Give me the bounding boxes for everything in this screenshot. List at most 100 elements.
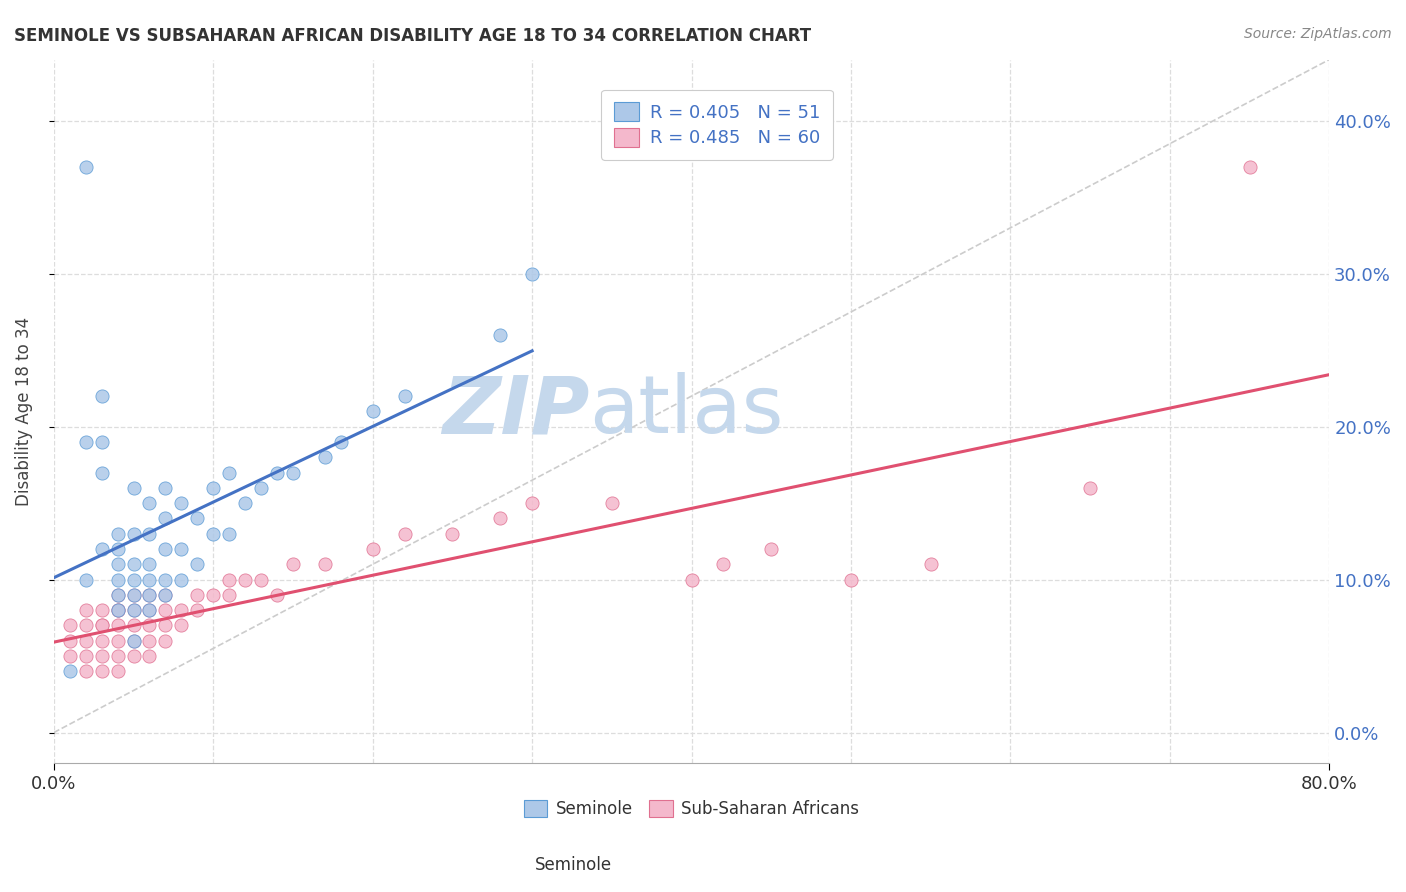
Point xyxy=(218,573,240,587)
Point xyxy=(138,573,160,587)
Point xyxy=(155,541,177,556)
Point xyxy=(489,511,512,525)
Point xyxy=(489,327,512,342)
Point xyxy=(761,541,783,556)
Point xyxy=(90,466,112,480)
Point xyxy=(170,541,193,556)
Point xyxy=(314,558,336,572)
Point xyxy=(122,603,145,617)
Point xyxy=(75,573,97,587)
Point xyxy=(122,633,145,648)
Point xyxy=(155,511,177,525)
Point xyxy=(75,633,97,648)
Point xyxy=(90,633,112,648)
Point xyxy=(281,466,304,480)
Point xyxy=(520,496,543,510)
Point xyxy=(138,603,160,617)
Point xyxy=(186,511,208,525)
Point xyxy=(202,588,225,602)
Point xyxy=(75,649,97,664)
Point xyxy=(170,618,193,632)
Point xyxy=(170,573,193,587)
Point xyxy=(155,573,177,587)
Point xyxy=(361,404,384,418)
Point xyxy=(90,389,112,403)
Point xyxy=(59,649,82,664)
Point xyxy=(394,526,416,541)
Point xyxy=(122,588,145,602)
Point xyxy=(920,558,942,572)
Point xyxy=(170,603,193,617)
Point xyxy=(107,618,129,632)
Point xyxy=(186,588,208,602)
Point xyxy=(107,649,129,664)
Point xyxy=(90,649,112,664)
Point xyxy=(75,618,97,632)
Point xyxy=(138,633,160,648)
Point xyxy=(90,434,112,449)
Point xyxy=(218,466,240,480)
Point xyxy=(186,558,208,572)
Point xyxy=(839,573,862,587)
Point xyxy=(218,526,240,541)
Point xyxy=(394,389,416,403)
Point xyxy=(138,618,160,632)
Point xyxy=(233,573,256,587)
Point xyxy=(107,558,129,572)
Point xyxy=(90,665,112,679)
Point xyxy=(713,558,735,572)
Point xyxy=(59,665,82,679)
Point xyxy=(218,588,240,602)
Point xyxy=(1078,481,1101,495)
Point xyxy=(122,573,145,587)
Point xyxy=(107,603,129,617)
Point xyxy=(138,526,160,541)
Point xyxy=(75,434,97,449)
Point xyxy=(75,160,97,174)
Point xyxy=(122,526,145,541)
Point xyxy=(107,588,129,602)
Point xyxy=(138,558,160,572)
Point xyxy=(59,618,82,632)
Point xyxy=(90,618,112,632)
Point xyxy=(107,633,129,648)
Text: Source: ZipAtlas.com: Source: ZipAtlas.com xyxy=(1244,27,1392,41)
Point xyxy=(441,526,464,541)
Point xyxy=(186,603,208,617)
Point xyxy=(266,466,288,480)
Point xyxy=(281,558,304,572)
Point xyxy=(90,541,112,556)
Point xyxy=(107,573,129,587)
Point xyxy=(59,633,82,648)
Point xyxy=(202,481,225,495)
Point xyxy=(202,526,225,541)
Point xyxy=(155,633,177,648)
Legend: Seminole, Sub-Saharan Africans: Seminole, Sub-Saharan Africans xyxy=(517,794,866,825)
Y-axis label: Disability Age 18 to 34: Disability Age 18 to 34 xyxy=(15,317,32,506)
Text: SEMINOLE VS SUBSAHARAN AFRICAN DISABILITY AGE 18 TO 34 CORRELATION CHART: SEMINOLE VS SUBSAHARAN AFRICAN DISABILIT… xyxy=(14,27,811,45)
Point xyxy=(155,618,177,632)
Point xyxy=(107,603,129,617)
Point xyxy=(90,618,112,632)
Point xyxy=(155,603,177,617)
Point xyxy=(314,450,336,465)
Point xyxy=(138,588,160,602)
Point xyxy=(233,496,256,510)
Point xyxy=(122,558,145,572)
Point xyxy=(75,603,97,617)
Point xyxy=(122,603,145,617)
Point xyxy=(122,633,145,648)
Point xyxy=(122,618,145,632)
Point xyxy=(138,649,160,664)
Point xyxy=(250,481,273,495)
Point xyxy=(122,588,145,602)
Point xyxy=(138,588,160,602)
Point xyxy=(600,496,623,510)
Point xyxy=(520,267,543,281)
Point xyxy=(329,434,352,449)
Point xyxy=(90,603,112,617)
Point xyxy=(107,541,129,556)
Point xyxy=(155,481,177,495)
Text: atlas: atlas xyxy=(589,372,785,450)
Point xyxy=(361,541,384,556)
